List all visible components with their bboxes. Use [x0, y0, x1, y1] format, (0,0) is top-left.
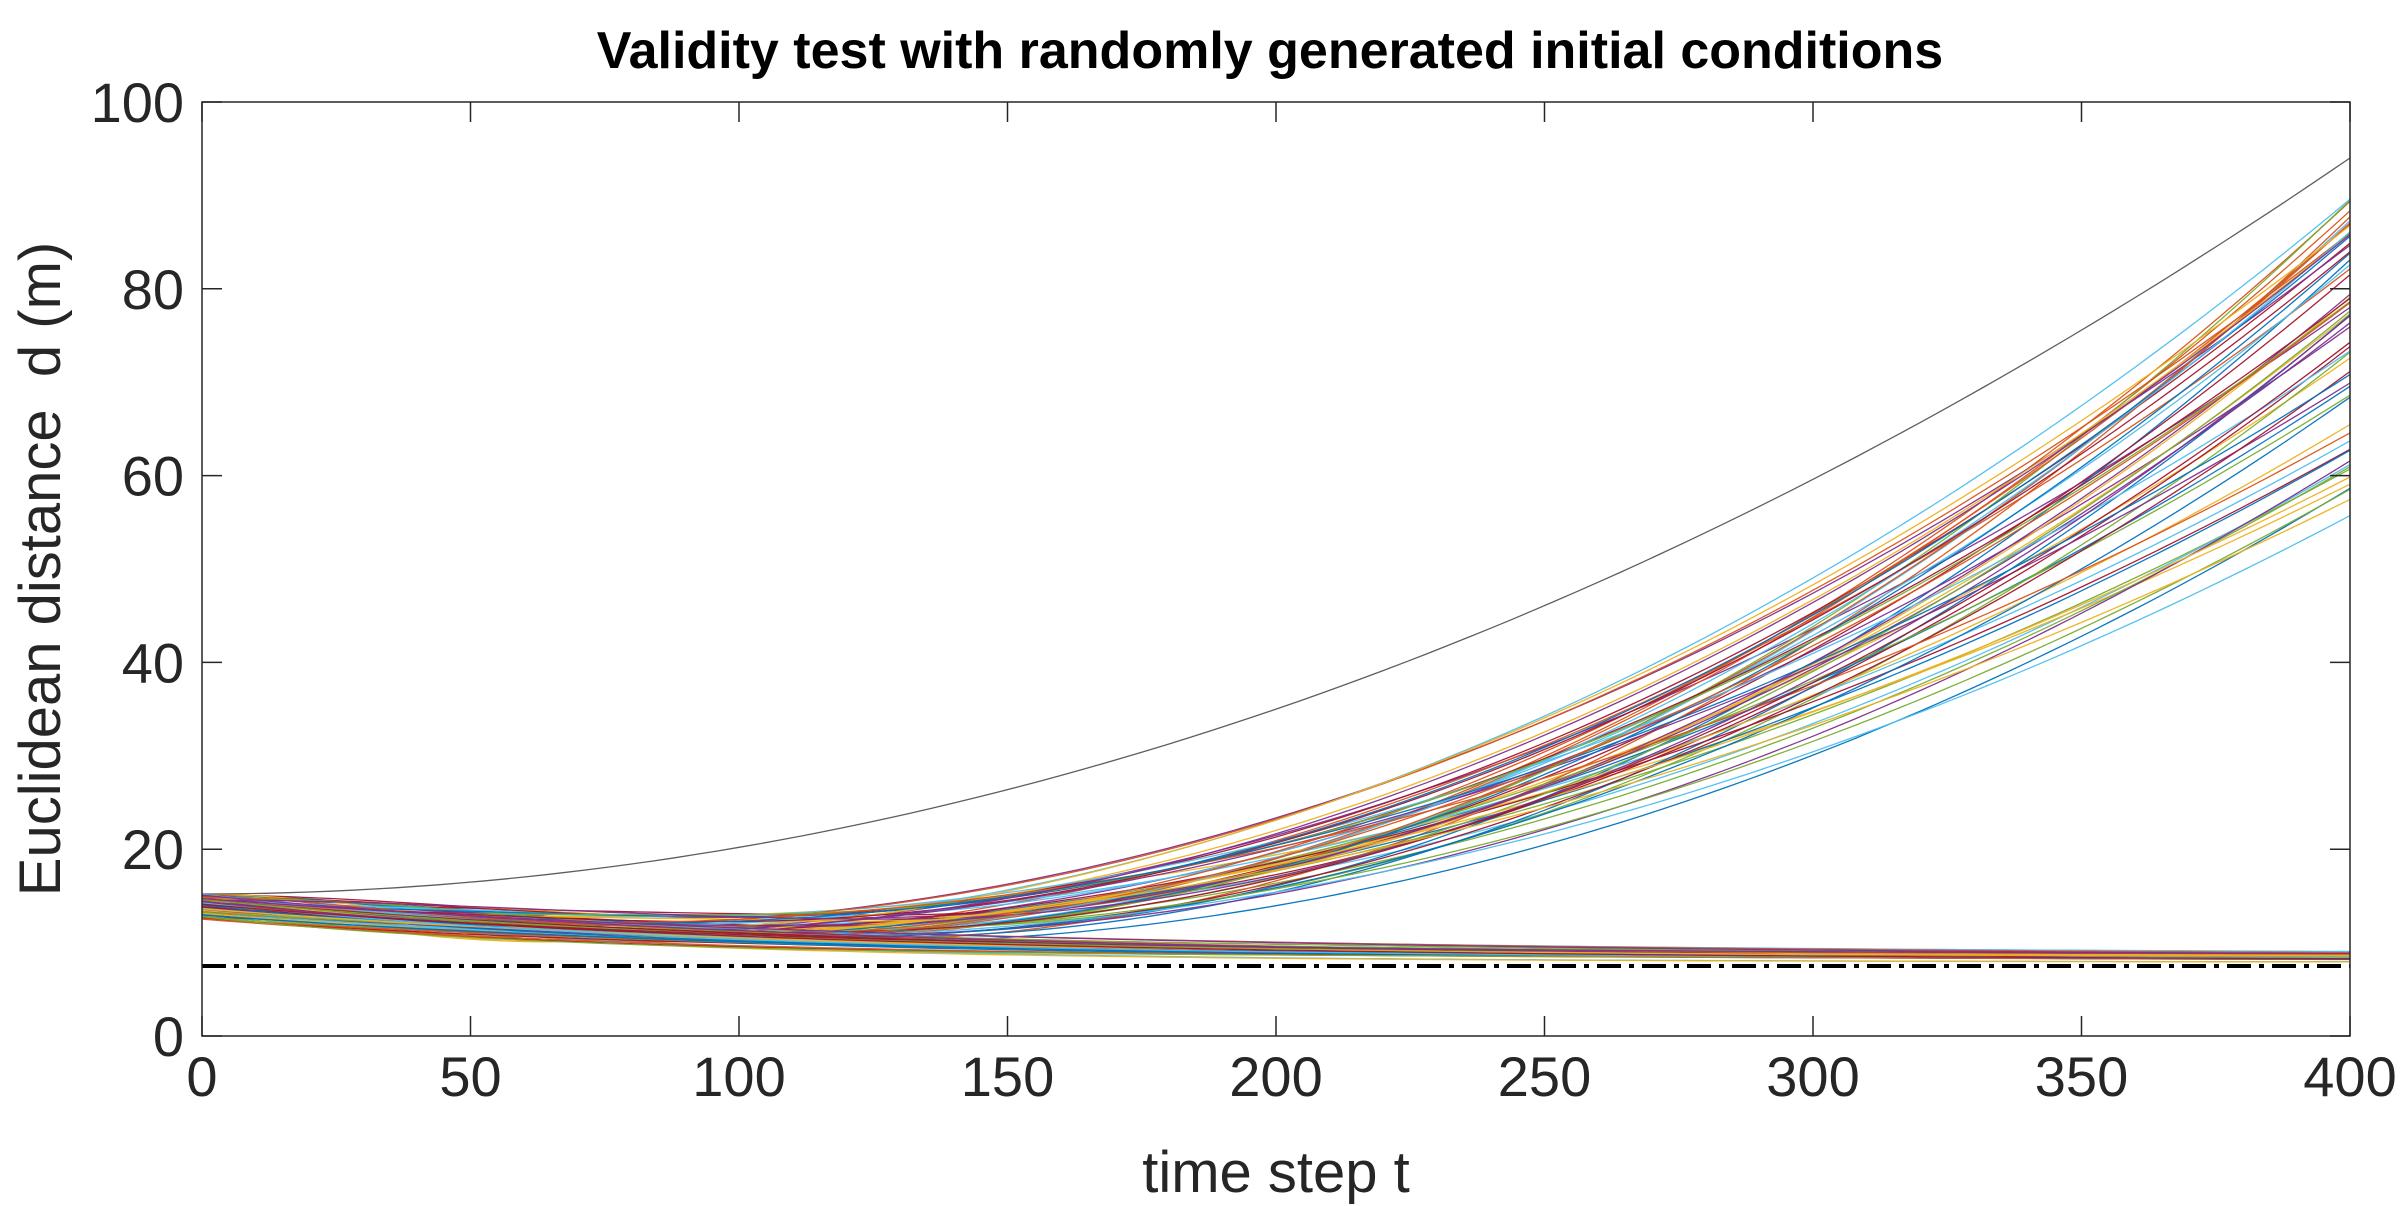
outlier-series-line: [201, 157, 2351, 895]
y-tick-label: 80: [122, 258, 184, 321]
x-tick-label: 350: [2035, 1045, 2128, 1108]
y-tick-label: 20: [122, 818, 184, 881]
chart-title: Validity test with randomly generated in…: [597, 22, 1943, 80]
plot-area: 0 50 100 150 200 250 300 350 400 0 20 40 60 80 100: [91, 71, 2397, 1108]
x-tick-label: 50: [439, 1045, 501, 1108]
y-tick-label: 40: [122, 631, 184, 694]
y-axis-label: Euclidean distance d (m): [8, 242, 73, 896]
y-tick-label: 0: [153, 1005, 184, 1068]
y-tick-label: 100: [91, 71, 184, 134]
x-tick-label: 300: [1766, 1045, 1859, 1108]
series-layer: [201, 157, 2351, 963]
diverging-series-line: [201, 232, 2351, 925]
x-tick-label: 150: [961, 1045, 1054, 1108]
converging-series-line: [201, 897, 2351, 955]
x-tick-label: 400: [2303, 1045, 2396, 1108]
x-tick-label: 200: [1229, 1045, 1322, 1108]
y-tick-label: 60: [122, 445, 184, 508]
x-axis-label: time step t: [1142, 1140, 1410, 1205]
x-tick-label: 250: [1498, 1045, 1591, 1108]
diverging-series-line: [201, 251, 2351, 923]
diverging-series-line: [201, 315, 2351, 920]
x-tick-label: 0: [186, 1045, 217, 1108]
converging-series-line: [201, 903, 2351, 960]
diverging-series-line: [202, 296, 2351, 922]
tick-layer: 0 50 100 150 200 250 300 350 400 0 20 40 60 80 100: [91, 71, 2397, 1108]
x-tick-label: 100: [692, 1045, 785, 1108]
